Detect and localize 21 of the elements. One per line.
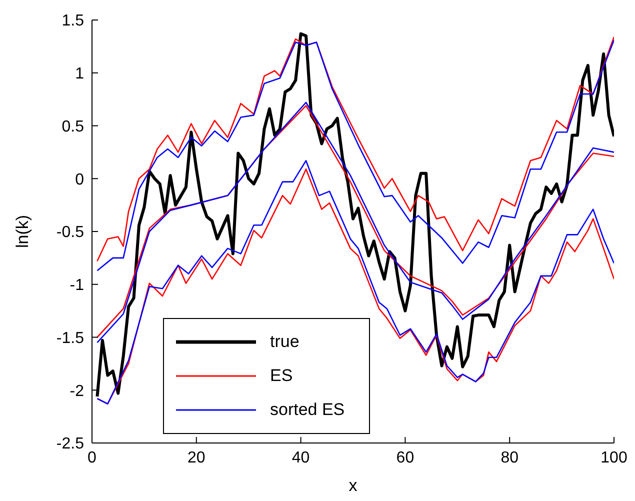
legend-label: ES bbox=[270, 366, 293, 386]
x-axis-title: x bbox=[348, 476, 358, 495]
line-series bbox=[96, 32, 614, 398]
y-tick-label: 0 bbox=[75, 171, 84, 188]
y-tick-label: -1 bbox=[70, 277, 84, 294]
y-tick-label: -0.5 bbox=[56, 224, 84, 242]
x-tick-label: 0 bbox=[88, 449, 97, 466]
x-tick-label: 100 bbox=[600, 449, 628, 466]
x-tick-label: 60 bbox=[396, 449, 414, 466]
x-tick-label: 20 bbox=[188, 449, 206, 466]
y-tick-label: 0.5 bbox=[62, 118, 84, 136]
y-axis-title: ln(k) bbox=[13, 214, 32, 248]
legend-label: sorted ES bbox=[270, 400, 345, 420]
y-tick-label: -1.5 bbox=[56, 330, 84, 347]
x-tick-label: 80 bbox=[500, 449, 519, 466]
y-tick-label: 1 bbox=[75, 66, 84, 83]
y-tick-label: -2.5 bbox=[56, 436, 84, 453]
y-tick-label: -2 bbox=[70, 382, 84, 400]
x-tick-label: 40 bbox=[292, 449, 310, 466]
y-tick-label: 1.5 bbox=[62, 12, 84, 30]
legend-label: true bbox=[270, 332, 300, 352]
